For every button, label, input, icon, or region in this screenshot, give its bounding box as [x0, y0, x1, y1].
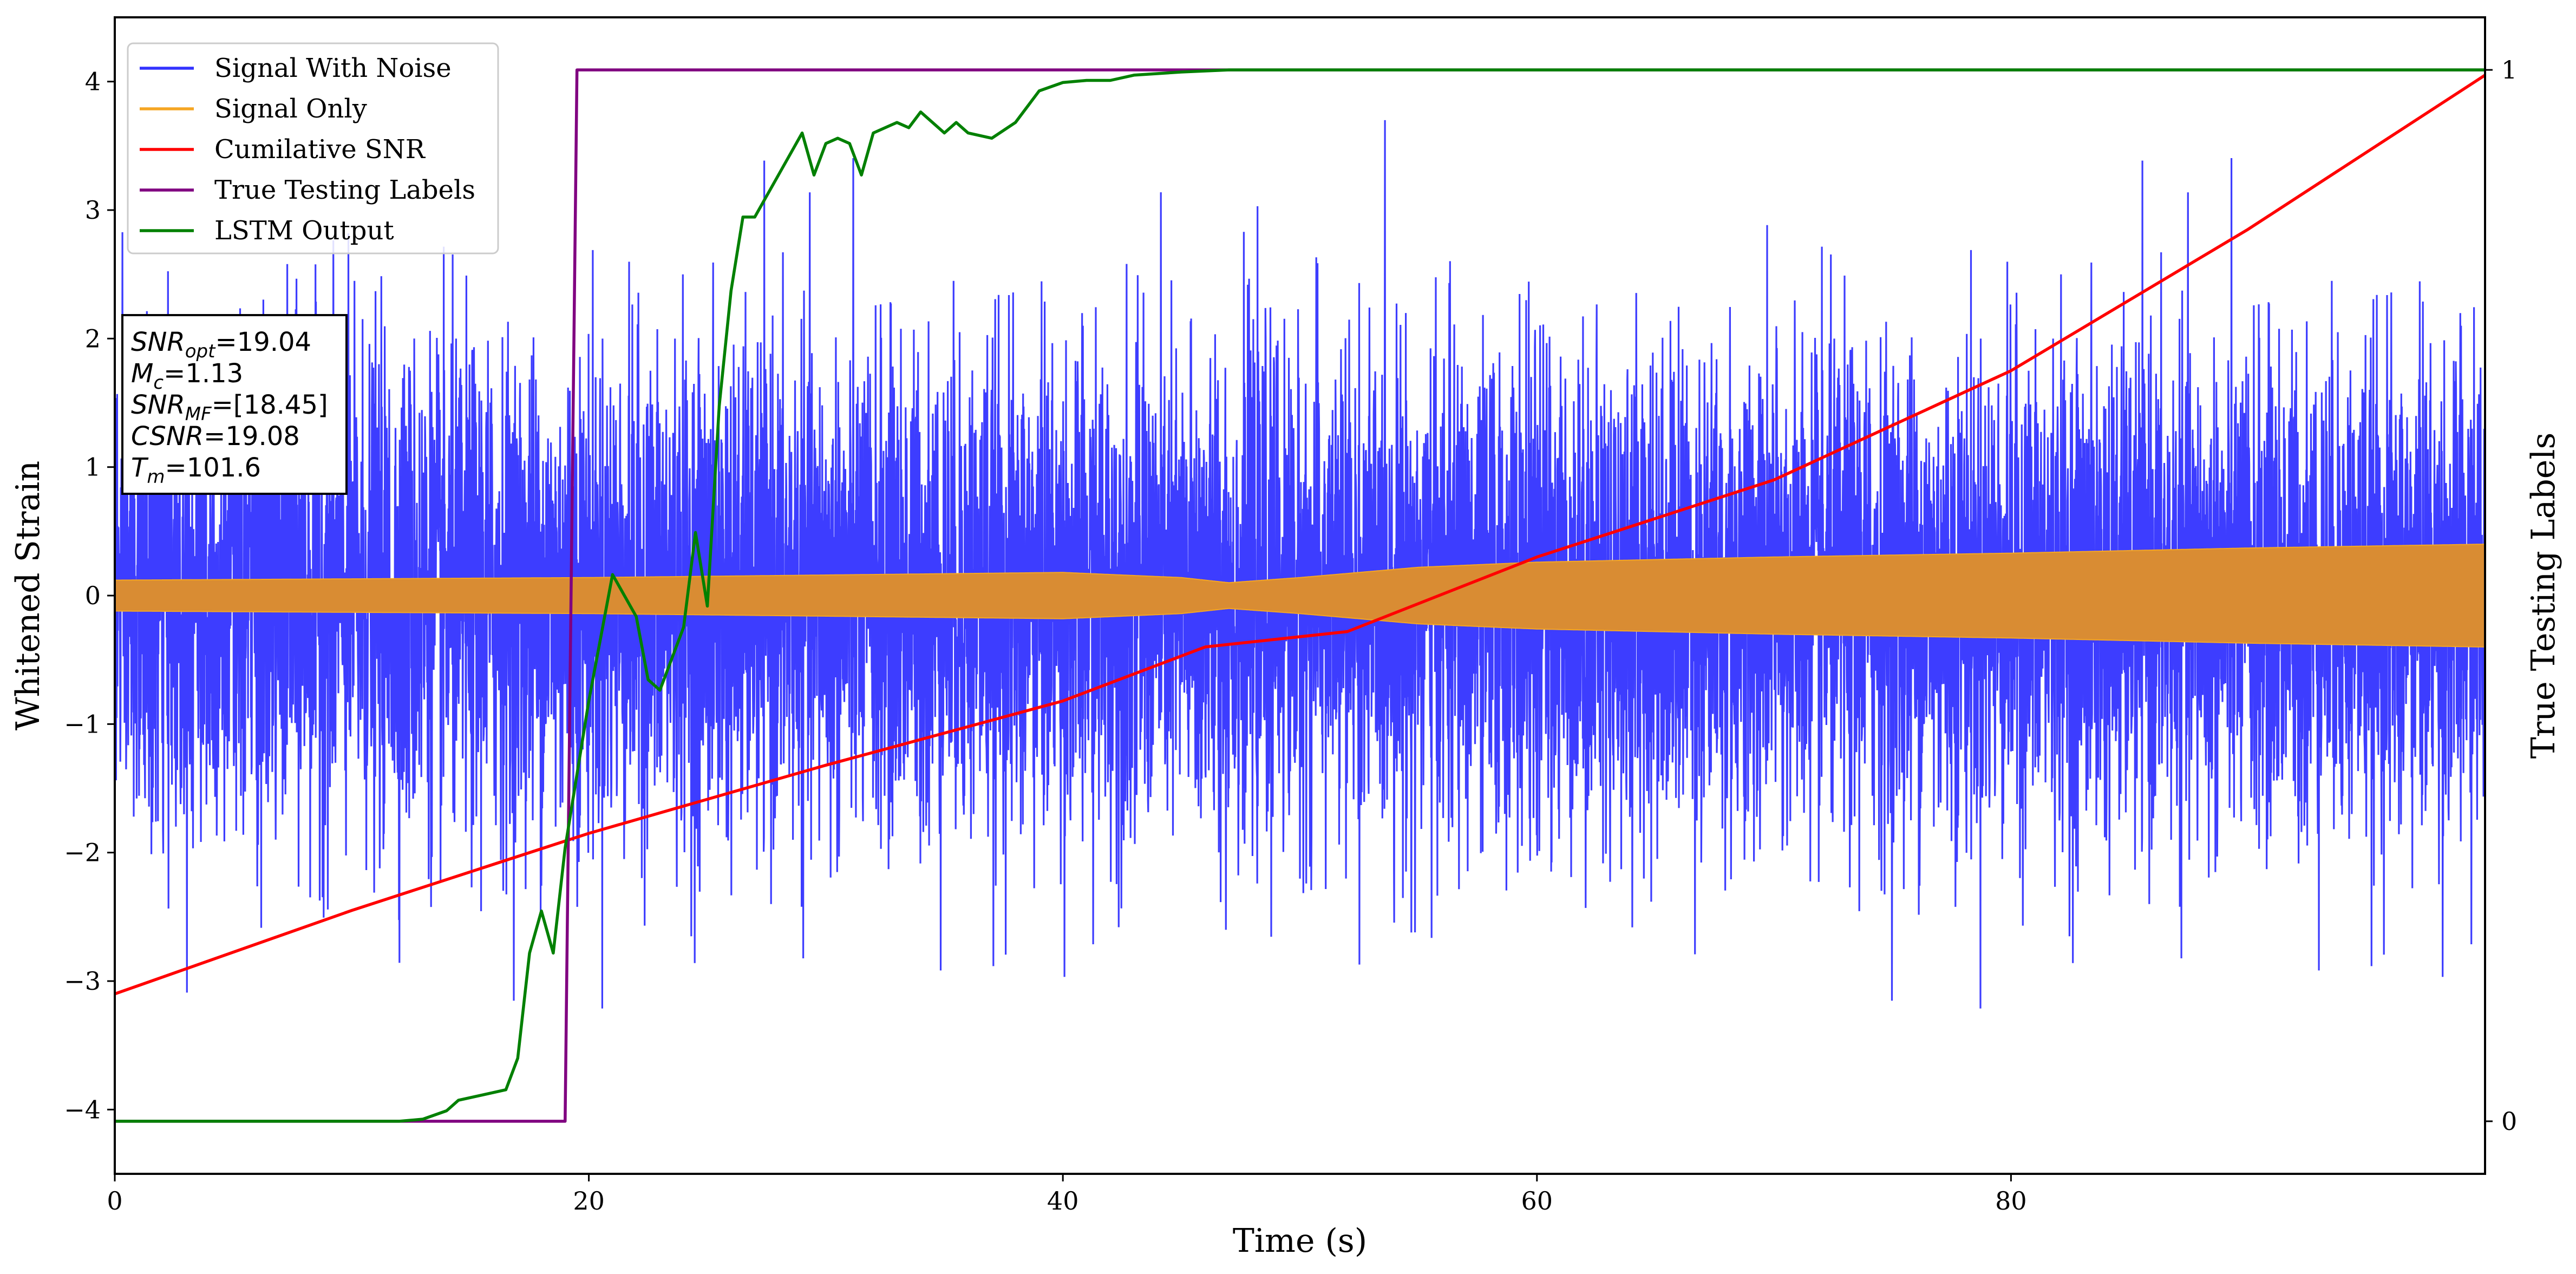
legend-label: True Testing Labels: [214, 175, 475, 205]
info-line: Mc=1.13: [131, 358, 243, 394]
info-line: CSNR=19.08: [131, 421, 300, 452]
y-tick-label-left: −1: [64, 709, 101, 739]
x-axis-title: Time (s): [1233, 1222, 1367, 1260]
y-tick-label-right: 1: [2501, 55, 2517, 84]
info-box-frame: [121, 314, 348, 495]
series-signal-only: [115, 544, 2485, 648]
info-line: SNRopt=19.04: [131, 327, 311, 362]
x-tick-label: 40: [1047, 1186, 1079, 1216]
series-cumilative-snr: [115, 74, 2485, 996]
y-tick-label-left: 4: [85, 67, 101, 96]
y-axis-right: 01: [2485, 55, 2517, 1136]
plot-area: [115, 17, 2485, 1174]
legend-label: Cumilative SNR: [214, 134, 426, 165]
y-tick-label-left: 0: [85, 581, 101, 610]
legend-box: [127, 42, 499, 254]
y-tick-label-left: 3: [85, 195, 101, 225]
legend-label: Signal With Noise: [214, 53, 452, 83]
legend-label: LSTM Output: [214, 215, 394, 246]
x-tick-label: 0: [107, 1186, 122, 1216]
y-tick-label-left: −2: [64, 838, 101, 867]
y-tick-label-right: 0: [2501, 1107, 2517, 1136]
series-signal-with-noise: [115, 120, 2485, 1009]
y-axis-title-left: Whitened Strain: [9, 461, 47, 730]
series-layer: [115, 68, 2485, 1123]
legend-label: Signal Only: [214, 94, 367, 124]
y-axis-left: −4 −3 −2 −1 0 1 2 3 4: [64, 67, 115, 1124]
info-line: SNRMF=[18.45]: [131, 390, 328, 425]
series-lstm-output: [115, 68, 2485, 1123]
y-tick-label-left: 1: [85, 453, 101, 482]
x-tick-label: 80: [1995, 1186, 2027, 1216]
x-axis: 0 20 40 60 80: [107, 1174, 2027, 1216]
info-line: Tm=101.6: [131, 453, 261, 488]
legend: Signal With Noise Signal Only Cumilative S…: [127, 42, 499, 254]
x-tick-label: 20: [573, 1186, 605, 1216]
y-tick-label-left: 2: [85, 324, 101, 353]
y-axis-title-right: True Testing Labels: [2525, 433, 2562, 759]
x-tick-label: 60: [1521, 1186, 1553, 1216]
y-tick-label-left: −3: [64, 966, 101, 996]
y-tick-label-left: −4: [64, 1095, 101, 1124]
info-box: SNRopt=19.04Mc=1.13SNRMF=[18.45]CSNR=19.…: [121, 314, 348, 495]
